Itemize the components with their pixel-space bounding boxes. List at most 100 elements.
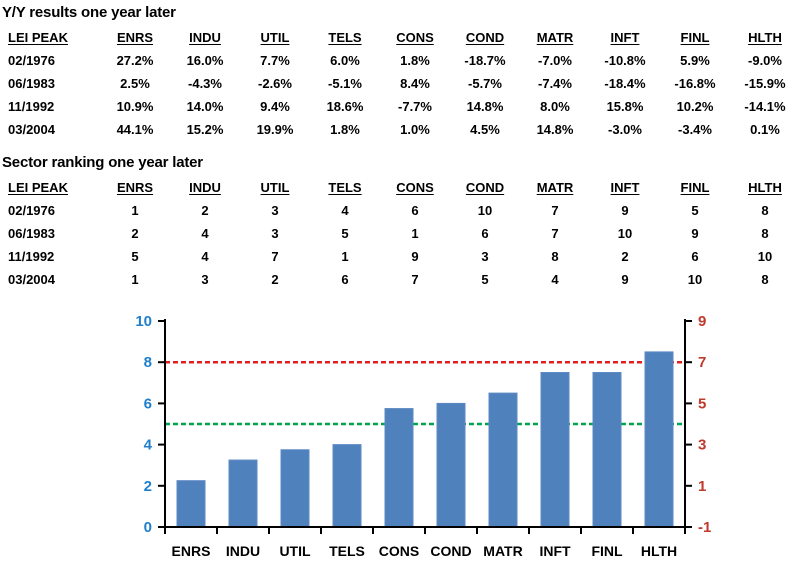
value-cell: 16.0% xyxy=(186,53,224,68)
column-header-finl: FINL xyxy=(680,30,710,45)
header-row: LEI PEAK ENRS INDU UTIL TELS CONS COND MATR INFT… xyxy=(0,26,800,49)
column-header-util: UTIL xyxy=(260,180,290,195)
column-header-cond: COND xyxy=(465,30,505,45)
value-cell: 10 xyxy=(617,226,633,241)
value-cell: 4 xyxy=(341,203,349,218)
yy-results-title: Y/Y results one year later xyxy=(2,4,176,21)
bar-inft xyxy=(540,372,570,528)
right-axis-tick-label: 1 xyxy=(698,478,706,495)
value-cell: 8.0% xyxy=(540,99,570,114)
value-cell: 6.0% xyxy=(330,53,360,68)
value-cell: 44.1% xyxy=(116,122,154,137)
value-cell: 10 xyxy=(757,249,773,264)
value-cell: -5.1% xyxy=(328,76,362,91)
value-cell: 3 xyxy=(271,226,279,241)
column-header-inft: INFT xyxy=(610,30,640,45)
left-axis-tick-label: 2 xyxy=(144,478,152,495)
category-label-cons: CONS xyxy=(379,543,419,559)
average-sector-ranking-bar-chart: 0 2 4 6 8 10 -1 1 3 5 7 9 ENRS INDU UTIL TELS CONS COND MA… xyxy=(135,313,711,559)
value-cell: 4 xyxy=(551,272,559,287)
row-key-header: LEI PEAK xyxy=(8,180,68,195)
value-cell: -3.4% xyxy=(678,122,712,137)
lei-peak-date: 06/1983 xyxy=(8,226,55,241)
value-cell: 4.5% xyxy=(470,122,500,137)
lei-peak-date: 06/1983 xyxy=(8,76,55,91)
value-cell: 14.8% xyxy=(536,122,574,137)
value-cell: 8 xyxy=(761,226,769,241)
category-label-matr: MATR xyxy=(483,543,522,559)
value-cell: 14.0% xyxy=(186,99,224,114)
bar-cond xyxy=(436,402,466,528)
category-label-util: UTIL xyxy=(279,543,311,559)
table-row: 06/1983 2.5% -4.3% -2.6% -5.1% 8.4% -5.7% -7.4%… xyxy=(0,72,800,95)
bar-util xyxy=(280,449,310,528)
value-cell: 5 xyxy=(341,226,349,241)
value-cell: -9.0% xyxy=(748,53,782,68)
value-cell: 10.9% xyxy=(116,99,154,114)
value-cell: 7 xyxy=(551,203,559,218)
value-cell: 0.1% xyxy=(750,122,780,137)
value-cell: 6 xyxy=(481,226,489,241)
bar-tels xyxy=(332,444,362,528)
column-header-indu: INDU xyxy=(189,180,221,195)
lei-peak-date: 11/1992 xyxy=(8,249,55,264)
lei-peak-date: 03/2004 xyxy=(8,122,55,137)
bar-indu xyxy=(228,459,258,528)
column-header-tels: TELS xyxy=(328,30,362,45)
category-label-hlth: HLTH xyxy=(641,543,677,559)
bar-enrs xyxy=(176,480,206,528)
value-cell: 8 xyxy=(761,203,769,218)
bar-cons xyxy=(384,408,414,528)
value-cell: 15.8% xyxy=(606,99,644,114)
table-row: 03/2004 44.1% 15.2% 19.9% 1.8% 1.0% 4.5% 14.8% -… xyxy=(0,118,800,141)
left-axis-tick-label: 6 xyxy=(144,395,152,412)
value-cell: 2 xyxy=(271,272,279,287)
value-cell: -7.0% xyxy=(538,53,572,68)
category-label-tels: TELS xyxy=(329,543,365,559)
column-header-enrs: ENRS xyxy=(116,180,154,195)
column-header-hlth: HLTH xyxy=(748,30,782,45)
value-cell: -4.3% xyxy=(188,76,222,91)
lei-peak-date: 02/1976 xyxy=(8,53,55,68)
column-header-tels: TELS xyxy=(328,180,362,195)
value-cell: -7.4% xyxy=(538,76,572,91)
value-cell: 9.4% xyxy=(260,99,290,114)
category-label-enrs: ENRS xyxy=(172,543,211,559)
bar-matr xyxy=(488,392,518,528)
left-axis-tick-label: 8 xyxy=(144,354,152,371)
category-label-finl: FINL xyxy=(591,543,623,559)
column-header-hlth: HLTH xyxy=(748,180,782,195)
category-label-inft: INFT xyxy=(539,543,571,559)
value-cell: 5 xyxy=(481,272,489,287)
value-cell: 9 xyxy=(691,226,699,241)
value-cell: -16.8% xyxy=(674,76,716,91)
column-header-matr: MATR xyxy=(536,30,574,45)
table-row: 11/1992 10.9% 14.0% 9.4% 18.6% -7.7% 14.8% 8.0%… xyxy=(0,95,800,118)
value-cell: 2.5% xyxy=(120,76,150,91)
value-cell: 5 xyxy=(131,249,139,264)
value-cell: 6 xyxy=(411,203,419,218)
column-header-util: UTIL xyxy=(260,30,290,45)
value-cell: 10.2% xyxy=(676,99,714,114)
value-cell: 2 xyxy=(201,203,209,218)
table-row: 06/1983 2 4 3 5 1 6 7 10 9 8 xyxy=(0,222,800,245)
lei-peak-date: 11/1992 xyxy=(8,99,55,114)
table-row: 11/1992 5 4 7 1 9 3 8 2 6 10 xyxy=(0,245,800,268)
value-cell: 18.6% xyxy=(326,99,364,114)
value-cell: 6 xyxy=(691,249,699,264)
value-cell: 15.2% xyxy=(186,122,224,137)
row-key-header: LEI PEAK xyxy=(8,30,68,45)
column-header-matr: MATR xyxy=(536,180,574,195)
value-cell: 3 xyxy=(271,203,279,218)
value-cell: -18.4% xyxy=(604,76,646,91)
value-cell: 1.8% xyxy=(400,53,430,68)
table-row: 02/1976 1 2 3 4 6 10 7 9 5 8 xyxy=(0,199,800,222)
lei-peak-date: 02/1976 xyxy=(8,203,55,218)
value-cell: -2.6% xyxy=(258,76,292,91)
value-cell: 9 xyxy=(621,272,629,287)
column-header-cond: COND xyxy=(465,180,505,195)
left-axis-tick-label: 10 xyxy=(135,313,152,330)
value-cell: 10 xyxy=(687,272,703,287)
right-axis-tick-label: 5 xyxy=(698,395,706,412)
value-cell: 8 xyxy=(551,249,559,264)
